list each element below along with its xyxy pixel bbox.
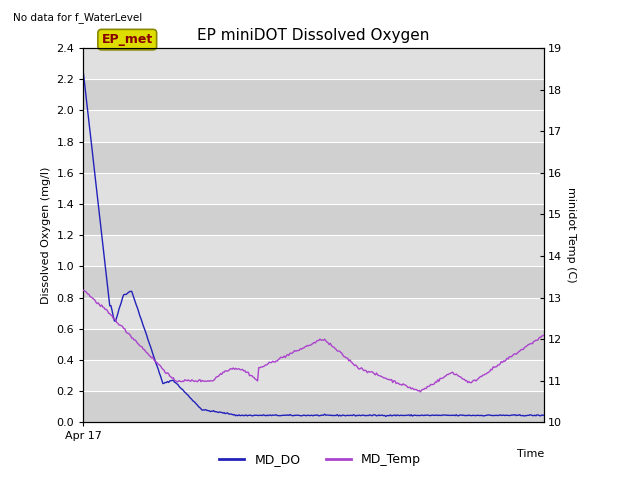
- Line: MD_Temp: MD_Temp: [83, 290, 544, 392]
- Title: EP miniDOT Dissolved Oxygen: EP miniDOT Dissolved Oxygen: [197, 28, 430, 43]
- Line: MD_DO: MD_DO: [83, 71, 544, 416]
- Bar: [83, 79, 544, 110]
- MD_Temp: [230, 365, 237, 371]
- Text: No data for f_WaterLevel: No data for f_WaterLevel: [13, 12, 142, 23]
- MD_Temp: [369, 370, 377, 375]
- MD_DO: [230, 412, 237, 418]
- MD_DO: [369, 412, 377, 418]
- Bar: [83, 204, 544, 235]
- MD_Temp: [135, 341, 143, 347]
- MD_DO: [382, 413, 390, 419]
- MD_Temp: [540, 332, 548, 338]
- MD_Temp: [414, 388, 422, 394]
- MD_Temp: [262, 362, 269, 368]
- Text: EP_met: EP_met: [102, 33, 153, 46]
- Legend: MD_DO, MD_Temp: MD_DO, MD_Temp: [214, 448, 426, 471]
- Bar: [83, 110, 544, 142]
- Text: Time: Time: [516, 449, 544, 458]
- MD_DO: [135, 309, 143, 314]
- Bar: [83, 298, 544, 329]
- MD_DO: [540, 412, 548, 418]
- Bar: [83, 266, 544, 298]
- MD_DO: [79, 68, 87, 74]
- Bar: [83, 142, 544, 173]
- MD_DO: [262, 413, 269, 419]
- Bar: [83, 48, 544, 79]
- Y-axis label: minidot Temp (C): minidot Temp (C): [566, 187, 576, 283]
- Bar: [83, 235, 544, 266]
- MD_Temp: [79, 288, 87, 293]
- Bar: [83, 391, 544, 422]
- MD_DO: [413, 413, 421, 419]
- Y-axis label: Dissolved Oxygen (mg/l): Dissolved Oxygen (mg/l): [41, 167, 51, 304]
- Bar: [83, 329, 544, 360]
- MD_Temp: [417, 389, 424, 395]
- MD_DO: [415, 413, 423, 419]
- Bar: [83, 173, 544, 204]
- MD_Temp: [412, 386, 420, 392]
- Bar: [83, 360, 544, 391]
